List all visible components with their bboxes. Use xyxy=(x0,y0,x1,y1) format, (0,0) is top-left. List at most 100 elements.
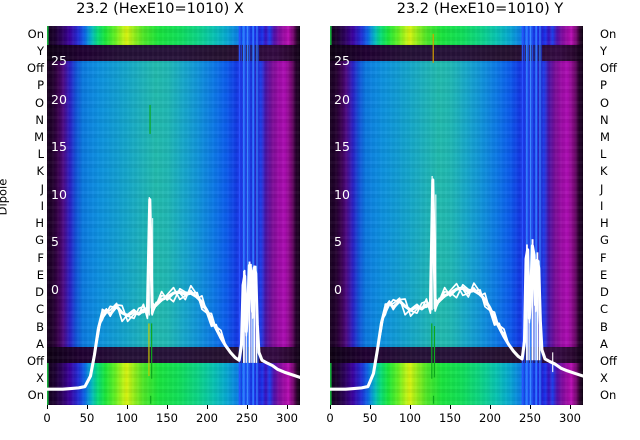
profile-spike xyxy=(148,197,150,316)
category-label-off-2: Off xyxy=(600,61,617,76)
category-label-o-4: O xyxy=(600,95,610,110)
white-profile-trace-x xyxy=(47,197,300,405)
heat-bright-line xyxy=(521,26,524,405)
heat-bright-line xyxy=(537,26,539,405)
category-label-k-8: K xyxy=(36,164,44,179)
heat-marker xyxy=(150,395,152,404)
xtick-label-100: 100 xyxy=(116,411,138,425)
heat-marker xyxy=(432,395,435,404)
category-label-l-7: L xyxy=(37,147,44,162)
xtick-label-250: 250 xyxy=(519,411,541,425)
heat-bright-line xyxy=(258,26,260,405)
category-label-off-19: Off xyxy=(27,353,44,368)
category-label-m-6: M xyxy=(600,130,610,144)
panel-x-title: 23.2 (HexE10=1010) X xyxy=(76,1,244,17)
xtick-label-250: 250 xyxy=(236,411,258,425)
heat-gap-upper xyxy=(47,45,300,61)
category-label-i-10: I xyxy=(40,198,44,213)
marker-overlay-y xyxy=(431,33,436,404)
profile-spike xyxy=(248,261,251,363)
category-label-d-15: D xyxy=(600,285,609,299)
category-label-e-14: E xyxy=(36,267,44,282)
profile-spike xyxy=(431,176,433,311)
profile-spike xyxy=(255,286,258,363)
heat-marker xyxy=(431,323,433,379)
category-label-k-8: K xyxy=(600,164,608,179)
category-label-h-11: H xyxy=(35,216,44,231)
profile-spike xyxy=(251,297,253,363)
category-label-x-20: X xyxy=(600,371,608,386)
xtick-label-50: 50 xyxy=(362,411,378,425)
xtick-label-0: 0 xyxy=(43,411,51,425)
heat-marker xyxy=(151,323,153,379)
category-label-on-21: On xyxy=(600,388,617,403)
category-label-a-18: A xyxy=(600,336,608,351)
category-label-f-13: F xyxy=(37,250,44,265)
heat-bright-line xyxy=(529,26,532,405)
category-label-a-18: A xyxy=(36,336,44,351)
heat-bright-line xyxy=(523,26,525,405)
heat-bright-line xyxy=(535,26,538,405)
xtick-label-300: 300 xyxy=(276,411,298,425)
category-label-x-20: X xyxy=(36,371,44,386)
category-label-f-13: F xyxy=(600,250,607,265)
profile-path-jitter xyxy=(47,200,300,389)
category-label-on-0: On xyxy=(600,26,617,41)
heat-bright-line xyxy=(533,26,535,405)
category-label-on-21: On xyxy=(27,388,44,403)
heat-bright-line xyxy=(527,26,530,405)
heat-strip-top xyxy=(330,26,583,45)
category-label-on-0: On xyxy=(27,26,44,41)
category-label-l-7: L xyxy=(600,147,607,162)
heat-bright-line xyxy=(539,26,541,405)
bright-line-overlay xyxy=(47,26,260,405)
heat-bright-line xyxy=(541,26,543,405)
xtick-label-50: 50 xyxy=(79,411,95,425)
profile-spike xyxy=(552,352,554,373)
heatmap-plot-y[interactable]: 25 20 15 10 5 0 xyxy=(330,26,583,405)
xtick-label-200: 200 xyxy=(479,411,501,425)
category-label-j-9: J xyxy=(40,181,44,196)
category-label-c-16: C xyxy=(35,302,44,317)
xtick-label-300: 300 xyxy=(559,411,581,425)
profile-spike xyxy=(245,312,247,363)
xtick-label-200: 200 xyxy=(196,411,218,425)
category-label-y-1: Y xyxy=(600,43,608,58)
category-label-g-12: G xyxy=(35,233,44,248)
heat-marker xyxy=(148,323,150,377)
category-label-p-3: P xyxy=(37,78,44,93)
category-label-y-1: Y xyxy=(36,43,44,58)
category-label-n-5: N xyxy=(35,112,44,127)
profile-spike xyxy=(526,244,528,361)
heat-marker xyxy=(149,104,151,134)
category-label-g-12: G xyxy=(600,233,609,248)
heat-strip-top xyxy=(47,26,300,45)
category-axis-left: On Y Off P O N M L K J I H G F E D C B A Off X On xyxy=(0,26,44,405)
profile-spike xyxy=(534,283,536,361)
category-label-d-15: D xyxy=(35,285,44,299)
heat-edge-seam xyxy=(330,26,332,45)
category-label-n-5: N xyxy=(600,112,609,127)
xtick-label-150: 150 xyxy=(439,411,461,425)
category-label-j-9: J xyxy=(600,181,604,196)
category-label-h-11: H xyxy=(600,216,609,231)
heat-bright-line xyxy=(242,26,245,405)
profile-spike xyxy=(536,252,539,361)
marker-overlay-x xyxy=(148,104,153,404)
category-label-off-19: Off xyxy=(600,353,617,368)
category-label-c-16: C xyxy=(600,302,609,317)
category-label-i-10: I xyxy=(600,198,604,213)
heat-edge-seam xyxy=(330,363,332,405)
heat-bright-line xyxy=(531,26,534,405)
heat-bright-line xyxy=(256,26,258,405)
category-label-e-14: E xyxy=(600,267,608,282)
xtick-label-150: 150 xyxy=(156,411,178,425)
heat-bright-line xyxy=(250,26,252,405)
profile-spike xyxy=(528,299,530,361)
heat-bright-line xyxy=(244,26,247,405)
category-label-o-4: O xyxy=(34,95,44,110)
category-axis-right: On Y Off P O N M L K J I H G F E D C B A Off X On xyxy=(592,26,640,405)
heat-gap-upper xyxy=(330,45,583,61)
heatmap-plot-x[interactable]: 25 20 15 10 5 0 xyxy=(47,26,300,405)
